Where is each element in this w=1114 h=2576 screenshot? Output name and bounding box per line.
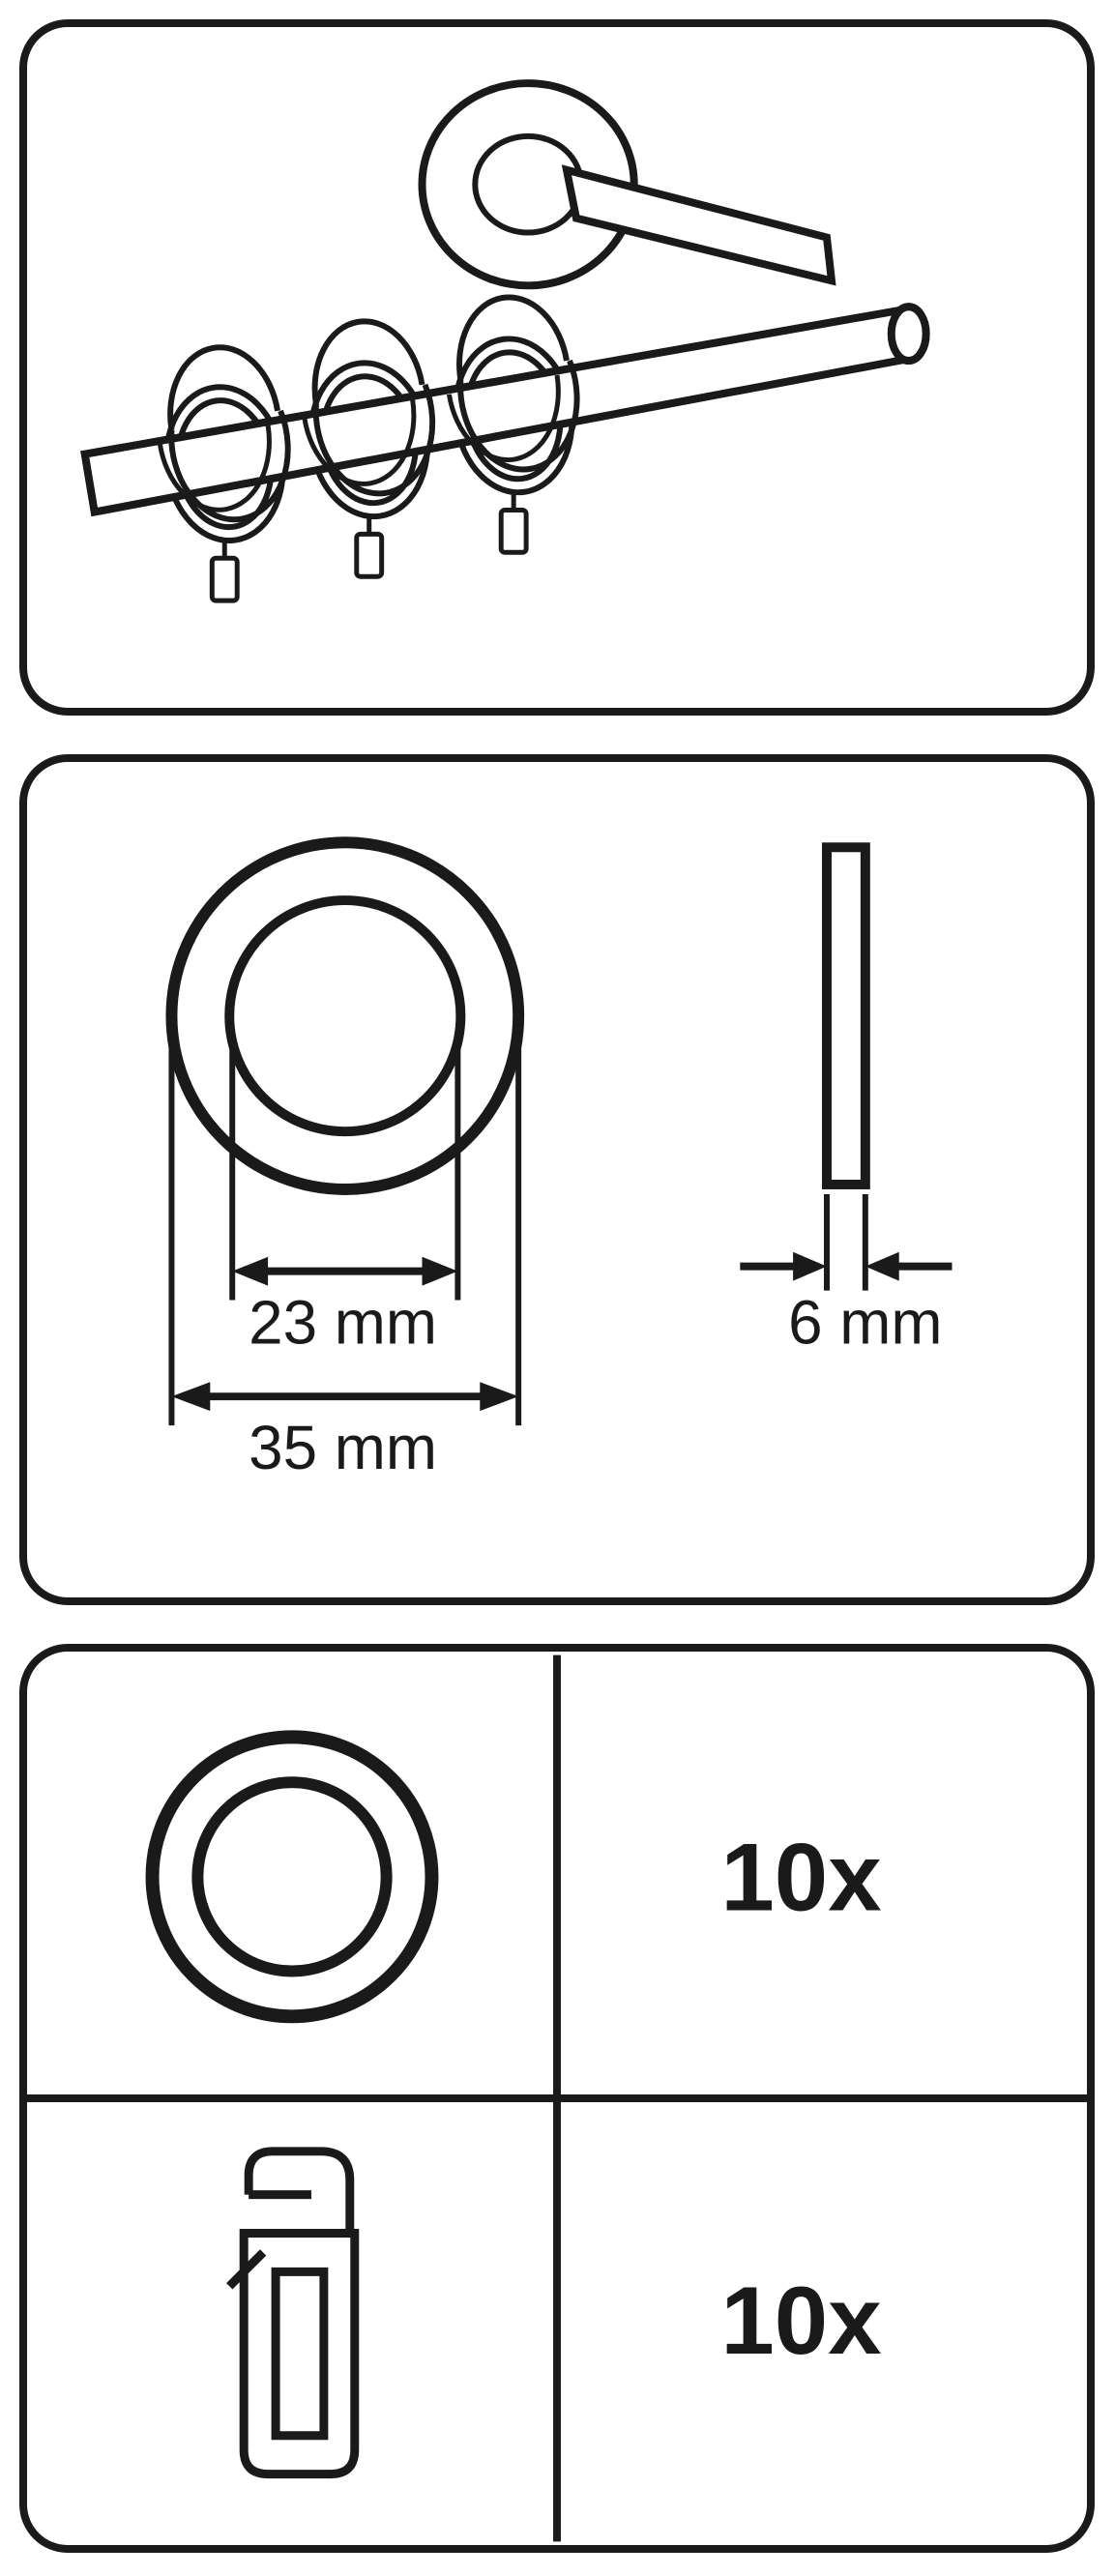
thickness-label: 6 mm bbox=[788, 1287, 942, 1357]
hook-icon bbox=[229, 2152, 355, 2474]
ring-qty-label: 10x bbox=[720, 1825, 881, 1932]
contents-svg: 10x 10x bbox=[27, 1652, 1087, 2545]
inner-dia-label: 23 mm bbox=[249, 1287, 437, 1357]
contents-panel: 10x 10x bbox=[19, 1644, 1095, 2553]
outer-dia-label: 35 mm bbox=[249, 1413, 437, 1482]
rod-illustration bbox=[27, 27, 1087, 708]
dimensions-panel: 23 mm 35 mm 6 mm bbox=[19, 754, 1095, 1605]
illustration-panel bbox=[19, 19, 1095, 716]
hook-qty-label: 10x bbox=[720, 2268, 881, 2375]
dimensions-svg: 23 mm 35 mm 6 mm bbox=[27, 762, 1087, 1597]
ring-icon bbox=[153, 1737, 432, 2016]
